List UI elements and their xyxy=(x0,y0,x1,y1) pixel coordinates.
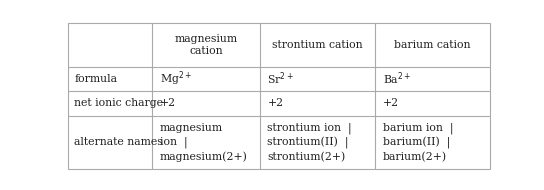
Text: strontium ion  |
strontium(II)  |
strontium(2+): strontium ion | strontium(II) | strontiu… xyxy=(268,122,352,163)
Text: magnesium
ion  |
magnesium(2+): magnesium ion | magnesium(2+) xyxy=(160,123,248,162)
Text: magnesium
cation: magnesium cation xyxy=(175,34,238,56)
Text: strontium cation: strontium cation xyxy=(272,40,363,50)
Text: Mg$^{2+}$: Mg$^{2+}$ xyxy=(160,70,192,88)
Text: Ba$^{2+}$: Ba$^{2+}$ xyxy=(382,71,411,87)
Text: net ionic charge: net ionic charge xyxy=(75,98,163,108)
Text: alternate names: alternate names xyxy=(75,137,163,147)
Text: +2: +2 xyxy=(268,98,283,108)
Text: barium ion  |
barium(II)  |
barium(2+): barium ion | barium(II) | barium(2+) xyxy=(382,122,453,163)
Text: formula: formula xyxy=(75,74,118,84)
Text: Sr$^{2+}$: Sr$^{2+}$ xyxy=(268,71,294,87)
Text: +2: +2 xyxy=(160,98,176,108)
Text: +2: +2 xyxy=(382,98,399,108)
Text: barium cation: barium cation xyxy=(394,40,471,50)
